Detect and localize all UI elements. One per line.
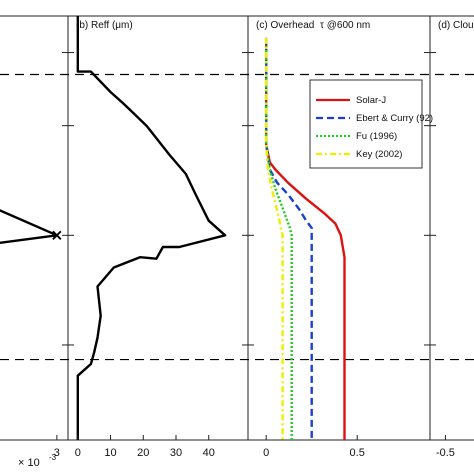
panel-b-xtick-label-3: 30: [170, 447, 182, 459]
panel-c-series-2: [265, 37, 293, 440]
panel-c-xtick-label-0: 0: [263, 447, 269, 459]
legend-label-key: Key (2002): [356, 149, 402, 160]
panel-d-title: (d) Cloudi: [438, 20, 474, 31]
panel-frames: [0, 15, 474, 441]
axis-ticks: 3 0 10 20 30 40 0 0.5 -0.5: [54, 52, 455, 459]
legend-label-solar-j: Solar-J: [356, 95, 386, 106]
panel-a-frame: [0, 15, 69, 441]
data-series: [0, 16, 346, 440]
legend-box: [309, 79, 423, 169]
panel-d-xtick-label-0: -0.5: [436, 447, 455, 459]
panel-c-xtick-label-1: 0.5: [350, 447, 365, 459]
legend-label-fu: Fu (1996): [356, 131, 397, 142]
panel-c-title: (c) Overhead: [256, 20, 314, 31]
panel-a-xtick-label-0: 3: [54, 447, 60, 459]
reference-lines: [0, 73, 474, 361]
panel-c-title-tau: τ @600 nm: [320, 20, 370, 31]
panel-b-xtick-label-0: 0: [75, 447, 81, 459]
legend-label-ebert-curry: Ebert & Curry (92): [356, 113, 433, 124]
legend: Solar-J Ebert & Curry (92) Fu (1996) Key…: [309, 79, 433, 169]
panel-b-frame: [67, 15, 249, 441]
panel-b-series-0: [76, 16, 227, 440]
panel-a-marker-b: [52, 230, 62, 240]
panel-a-exponent-base: × 10: [18, 457, 40, 469]
panel-a-exponent-power: -3: [49, 453, 57, 462]
panel-d-frame: [429, 15, 474, 441]
panel-c-series-1: [265, 37, 313, 440]
panel-a-series-1: [0, 234, 58, 244]
panel-c-series-0: [265, 37, 346, 440]
panel-b-title: (b) Reff (μm): [76, 20, 133, 31]
panel-b-xtick-label-4: 40: [203, 447, 215, 459]
panel-b-xtick-label-1: 10: [104, 447, 116, 459]
panel-c-series-3: [265, 37, 284, 440]
panel-b-xtick-label-2: 20: [137, 447, 149, 459]
panel-a-series-0: [0, 209, 58, 237]
